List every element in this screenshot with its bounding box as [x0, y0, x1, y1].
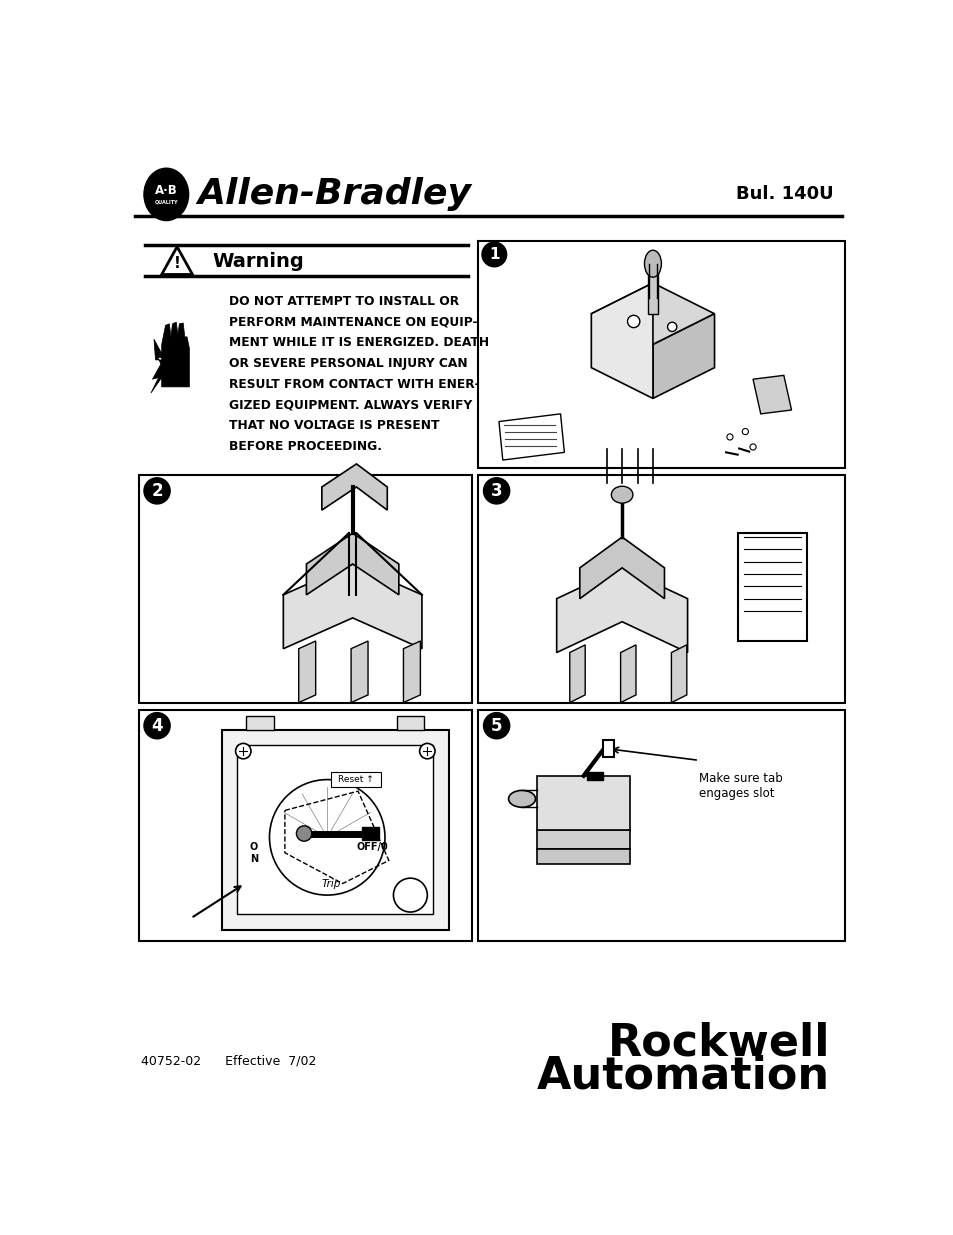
Text: Trip: Trip [321, 878, 340, 888]
Polygon shape [620, 645, 636, 703]
Polygon shape [579, 537, 664, 599]
Polygon shape [283, 564, 421, 648]
Text: MENT WHILE IT IS ENERGIZED. DEATH: MENT WHILE IT IS ENERGIZED. DEATH [229, 336, 489, 350]
Polygon shape [671, 645, 686, 703]
Circle shape [393, 878, 427, 911]
Text: Rockwell: Rockwell [607, 1021, 829, 1065]
Bar [647, 272, 658, 314]
Text: THAT NO VOLTAGE IS PRESENT: THAT NO VOLTAGE IS PRESENT [229, 419, 439, 432]
Text: Reset ↑: Reset ↑ [337, 776, 374, 784]
Polygon shape [403, 641, 420, 703]
Circle shape [144, 478, 170, 504]
Polygon shape [752, 375, 791, 414]
Circle shape [749, 443, 756, 450]
Polygon shape [591, 283, 652, 399]
Polygon shape [151, 340, 168, 393]
Circle shape [296, 826, 312, 841]
Text: RESULT FROM CONTACT WITH ENER-: RESULT FROM CONTACT WITH ENER- [229, 378, 479, 390]
Text: 1: 1 [489, 247, 499, 262]
Text: QUALITY: QUALITY [154, 200, 178, 205]
Text: Bul. 140U: Bul. 140U [736, 185, 833, 204]
Polygon shape [569, 645, 584, 703]
Bar [477, 710, 844, 941]
Text: OR SEVERE PERSONAL INJURY CAN: OR SEVERE PERSONAL INJURY CAN [229, 357, 468, 369]
Text: Warning: Warning [213, 252, 304, 270]
Bar [737, 534, 806, 641]
Text: Allen-Bradley: Allen-Bradley [197, 178, 471, 211]
Circle shape [483, 713, 509, 739]
Circle shape [627, 315, 639, 327]
Circle shape [667, 322, 676, 331]
Polygon shape [537, 848, 629, 864]
Circle shape [726, 433, 732, 440]
Polygon shape [306, 534, 398, 595]
Ellipse shape [644, 251, 660, 277]
Text: 4: 4 [152, 716, 163, 735]
Circle shape [483, 478, 509, 504]
Text: Automation: Automation [537, 1055, 829, 1098]
Bar [237, 745, 433, 914]
Polygon shape [161, 247, 193, 274]
Circle shape [235, 743, 251, 758]
Bar [602, 740, 613, 757]
Circle shape [481, 242, 506, 267]
Circle shape [741, 429, 748, 435]
Text: BEFORE PROCEEDING.: BEFORE PROCEEDING. [229, 440, 382, 453]
Text: Make sure tab
engages slot: Make sure tab engages slot [699, 772, 782, 800]
Text: GIZED EQUIPMENT. ALWAYS VERIFY: GIZED EQUIPMENT. ALWAYS VERIFY [229, 399, 472, 411]
Polygon shape [351, 641, 368, 703]
Polygon shape [652, 314, 714, 399]
Bar [477, 241, 844, 468]
Text: PERFORM MAINTENANCE ON EQUIP-: PERFORM MAINTENANCE ON EQUIP- [229, 315, 477, 329]
Polygon shape [321, 464, 387, 510]
Text: 3: 3 [490, 482, 502, 500]
Polygon shape [557, 568, 687, 652]
Polygon shape [161, 322, 190, 387]
Bar [138, 475, 472, 703]
Text: A·B: A·B [154, 184, 177, 198]
Bar [477, 475, 844, 703]
Text: DO NOT ATTEMPT TO INSTALL OR: DO NOT ATTEMPT TO INSTALL OR [229, 294, 459, 308]
Text: !: ! [173, 256, 180, 272]
Bar [221, 730, 449, 930]
Polygon shape [298, 641, 315, 703]
Ellipse shape [144, 168, 189, 221]
Circle shape [144, 713, 170, 739]
Bar [331, 772, 381, 787]
Bar [361, 826, 378, 841]
Text: 2: 2 [152, 482, 163, 500]
Polygon shape [537, 776, 629, 830]
Polygon shape [537, 830, 629, 848]
Bar [587, 772, 602, 779]
Polygon shape [498, 414, 564, 461]
Bar [138, 710, 472, 941]
Text: 40752-02      Effective  7/02: 40752-02 Effective 7/02 [141, 1055, 316, 1067]
Ellipse shape [611, 487, 632, 503]
Bar [246, 716, 274, 730]
Text: OFF/0: OFF/0 [355, 841, 387, 852]
Circle shape [419, 743, 435, 758]
Ellipse shape [508, 790, 535, 808]
Text: 5: 5 [491, 716, 502, 735]
Text: O
N: O N [250, 842, 258, 863]
Bar [396, 716, 424, 730]
Polygon shape [591, 283, 714, 345]
